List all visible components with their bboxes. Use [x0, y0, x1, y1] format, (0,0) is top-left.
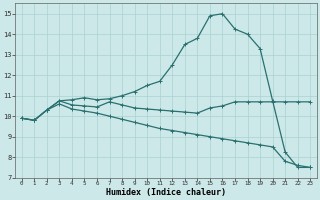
X-axis label: Humidex (Indice chaleur): Humidex (Indice chaleur)	[106, 188, 226, 197]
